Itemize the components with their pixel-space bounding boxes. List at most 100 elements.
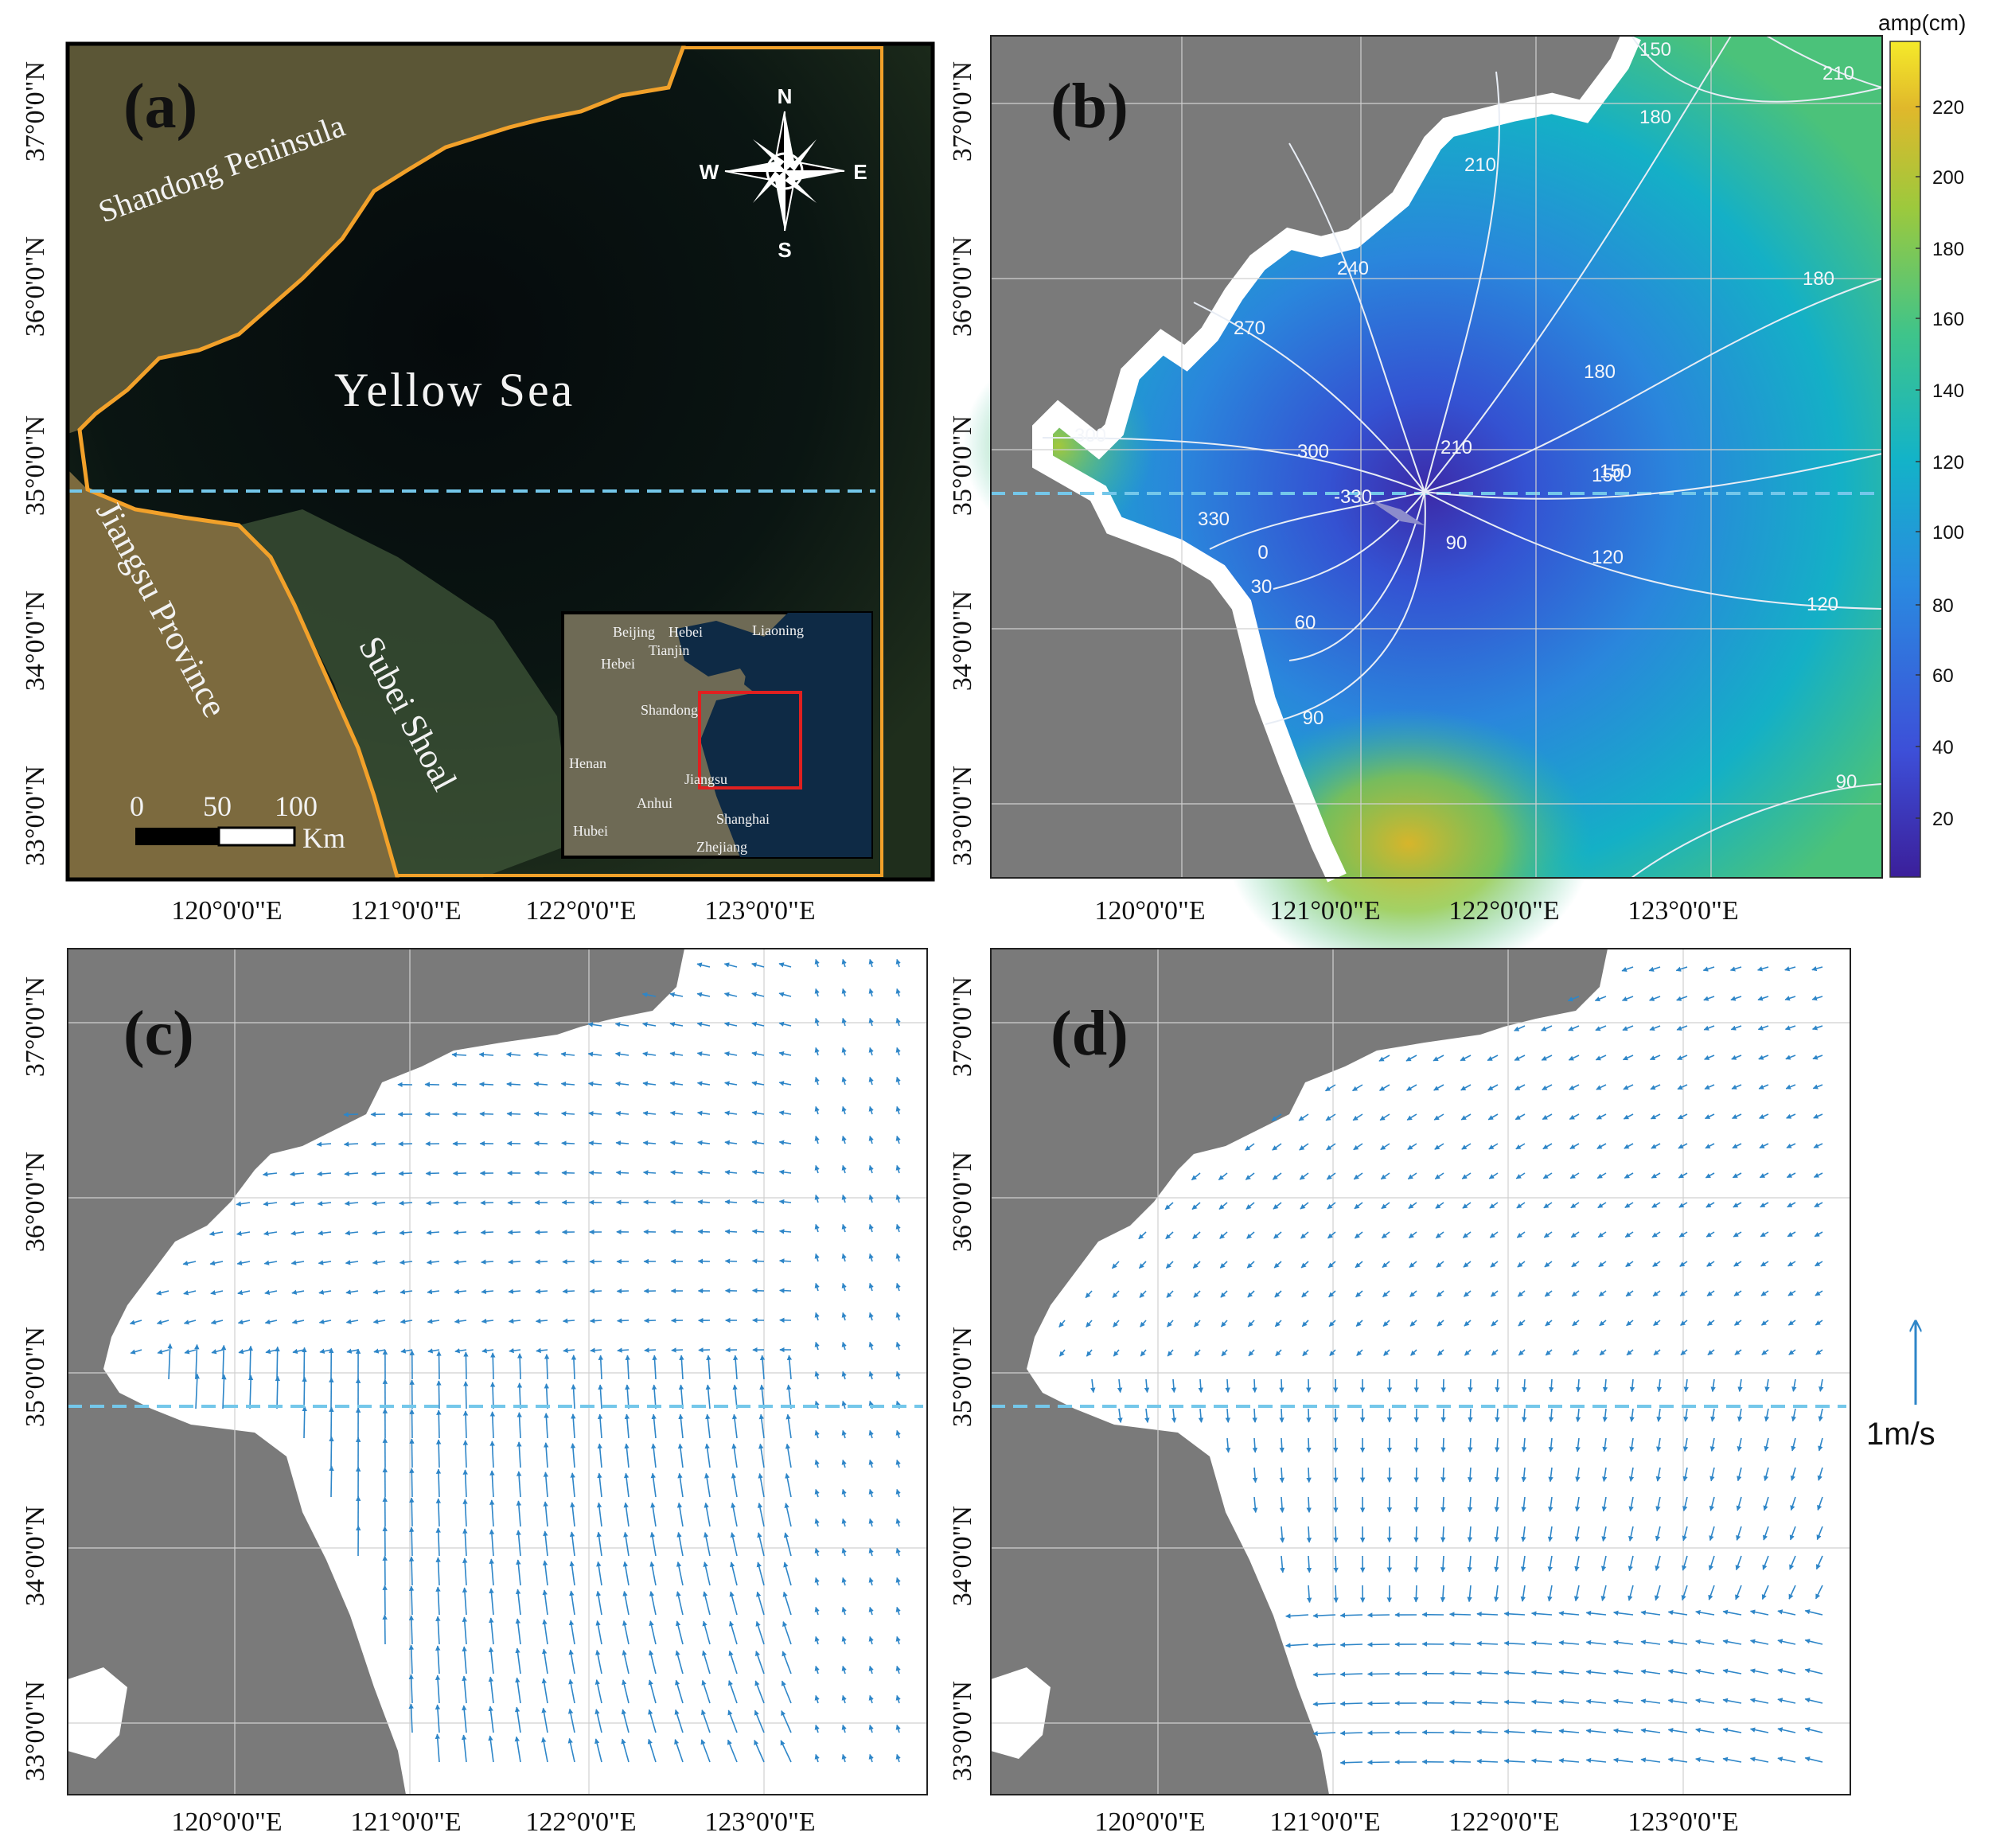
velocity-arrow	[1667, 1698, 1688, 1704]
x-tick-label-a: 120°0'0"E	[171, 896, 282, 926]
velocity-arrow	[595, 1590, 602, 1616]
velocity-arrow	[841, 1047, 847, 1056]
velocity-arrow	[1279, 1467, 1285, 1483]
velocity-arrow	[868, 1370, 874, 1380]
velocity-arrow	[1165, 1261, 1174, 1269]
velocity-arrow	[648, 1709, 657, 1733]
velocity-arrow	[649, 1561, 657, 1586]
velocity-arrow	[1784, 966, 1796, 972]
contour-label: 150	[1639, 39, 1671, 60]
velocity-arrow	[701, 1710, 711, 1733]
velocity-arrow	[1302, 1349, 1309, 1357]
velocity-arrow	[1626, 1320, 1634, 1327]
velocity-arrow	[704, 1472, 711, 1498]
velocity-arrow	[1682, 1437, 1689, 1452]
velocity-arrow	[651, 1443, 657, 1468]
velocity-arrow	[751, 992, 765, 997]
velocity-arrow	[1085, 1290, 1093, 1299]
contour-label: 330	[1198, 509, 1230, 530]
velocity-arrow	[129, 1320, 142, 1325]
velocity-arrow	[1435, 1231, 1444, 1238]
velocity-arrow	[814, 1047, 820, 1056]
velocity-arrow	[561, 1140, 575, 1146]
velocity-arrow	[643, 1199, 657, 1205]
velocity-arrow	[1274, 1320, 1282, 1328]
velocity-arrow	[1817, 1496, 1823, 1511]
velocity-arrow	[778, 1081, 792, 1086]
velocity-arrow	[533, 1140, 548, 1146]
velocity-arrow	[544, 1413, 549, 1439]
velocity-arrow	[1461, 1143, 1472, 1150]
velocity-arrow	[1327, 1261, 1336, 1269]
velocity-arrow	[841, 1135, 847, 1144]
velocity-arrow	[1789, 1526, 1796, 1541]
contour-label: 180	[1639, 107, 1671, 128]
velocity-arrow	[841, 1105, 847, 1115]
velocity-arrow	[1495, 1408, 1500, 1423]
inset-label: Shanghai	[716, 811, 770, 827]
x-tick-label-b: 122°0'0"E	[1448, 896, 1559, 926]
velocity-arrow	[568, 1620, 575, 1645]
velocity-arrow	[679, 1355, 684, 1380]
velocity-arrow	[1784, 1025, 1796, 1031]
velocity-arrow	[841, 1547, 847, 1557]
velocity-arrow	[778, 1140, 792, 1145]
velocity-arrow	[587, 1022, 602, 1027]
velocity-arrow	[868, 1223, 874, 1233]
velocity-arrow	[1220, 1320, 1228, 1328]
velocity-arrow	[1246, 1261, 1255, 1269]
velocity-arrow	[895, 1341, 901, 1351]
velocity-arrow	[757, 1532, 765, 1557]
velocity-arrow	[1382, 1261, 1390, 1269]
velocity-arrow	[757, 1503, 765, 1527]
velocity-arrow	[1468, 1378, 1473, 1393]
amplitude-high-se	[1226, 708, 1592, 979]
velocity-arrow	[1407, 1172, 1417, 1180]
velocity-arrow	[1280, 1555, 1285, 1573]
coastal-mask-b	[1032, 31, 1641, 883]
velocity-arrow	[841, 1665, 847, 1675]
contour-line	[1631, 35, 1883, 103]
velocity-arrow	[1572, 1320, 1580, 1327]
velocity-arrow	[345, 1289, 359, 1295]
velocity-arrow	[1381, 1202, 1390, 1210]
velocity-arrow	[841, 1724, 847, 1733]
velocity-arrow	[1569, 1113, 1580, 1120]
velocity-arrow	[1491, 1320, 1499, 1327]
velocity-arrow	[1650, 1084, 1661, 1090]
velocity-arrow	[724, 1110, 738, 1116]
velocity-arrow	[895, 1665, 901, 1675]
contour-line	[1424, 35, 1732, 493]
velocity-arrow	[1764, 1437, 1769, 1452]
velocity-arrow	[1695, 1639, 1715, 1645]
velocity-arrow	[1467, 1526, 1473, 1542]
velocity-arrow	[1113, 1349, 1120, 1357]
velocity-arrow	[1649, 996, 1661, 1001]
velocity-arrow	[1722, 1668, 1742, 1675]
velocity-arrow	[841, 1164, 847, 1174]
velocity-arrow	[1682, 1467, 1688, 1482]
velocity-arrow	[1613, 1669, 1634, 1675]
velocity-arrow	[1676, 996, 1688, 1001]
velocity-arrow	[1817, 1467, 1823, 1481]
velocity-arrow	[560, 1081, 575, 1087]
velocity-arrow	[728, 1650, 738, 1675]
velocity-arrow	[754, 1680, 765, 1704]
velocity-arrow	[1324, 1084, 1336, 1092]
velocity-arrow	[1490, 1261, 1499, 1268]
velocity-arrow	[814, 1370, 820, 1380]
contour-label: 210	[1464, 154, 1496, 176]
velocity-arrow	[724, 1140, 738, 1146]
velocity-arrow	[1521, 1467, 1526, 1483]
velocity-arrow	[1585, 1669, 1607, 1675]
velocity-arrow	[1790, 1496, 1796, 1511]
velocity-arrow	[1758, 1084, 1769, 1090]
velocity-arrow	[1440, 1585, 1446, 1603]
velocity-arrow	[1245, 1172, 1255, 1180]
velocity-arrow	[541, 1707, 548, 1733]
velocity-arrow	[625, 1355, 630, 1380]
velocity-arrow	[516, 1471, 522, 1498]
velocity-arrow	[1117, 1378, 1123, 1394]
velocity-arrow	[1602, 1408, 1608, 1422]
velocity-arrow	[508, 1289, 521, 1294]
